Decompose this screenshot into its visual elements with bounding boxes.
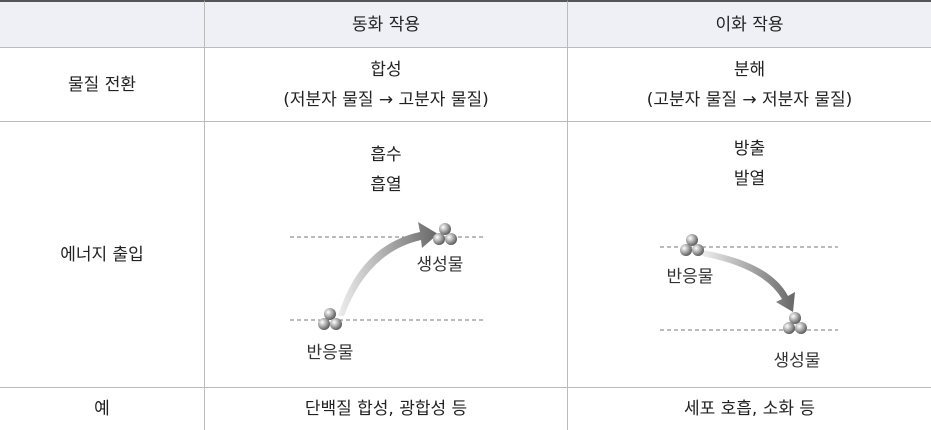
diagram-anabolic: 생성물 반응물 — [290, 222, 483, 363]
cell-text: (저분자 물질 → 고분자 물질) — [283, 89, 489, 110]
cell-text: 흡열 — [370, 175, 402, 195]
arrow — [702, 250, 795, 312]
header-text: 이화 작용 — [715, 14, 784, 35]
row-label: 물질 전환 — [0, 48, 205, 122]
label-text: 예 — [94, 399, 110, 419]
cell-text: 세포 호흡, 소화 등 — [683, 399, 816, 419]
molecule — [680, 234, 704, 256]
molecule — [783, 312, 807, 334]
cell: 분해 (고분자 물질 → 저분자 물질) — [568, 48, 931, 122]
cell: 단백질 합성, 광합성 등 — [205, 388, 568, 430]
diagram-label: 생성물 — [417, 255, 464, 275]
label-text: 물질 전환 — [68, 74, 136, 95]
molecule — [318, 308, 342, 330]
label-text: 에너지 출입 — [60, 244, 144, 265]
arrow — [338, 222, 438, 316]
cell-text: 흡수 — [370, 145, 402, 165]
column-header: 동화 작용 — [205, 0, 568, 48]
cell: 합성 (저분자 물질 → 고분자 물질) — [205, 48, 568, 122]
diagram-label: 생성물 — [774, 351, 821, 371]
cell-text: 발열 — [733, 169, 766, 189]
molecule — [433, 223, 457, 245]
column-header: 이화 작용 — [568, 0, 931, 48]
corner-cell — [0, 0, 205, 48]
cell-text: (고분자 물질 → 저분자 물질) — [646, 89, 853, 110]
cell-text: 분해 — [733, 59, 766, 80]
cell-text: 방출 — [733, 139, 766, 159]
header-text: 동화 작용 — [352, 14, 420, 35]
cell-text: 합성 — [370, 59, 402, 80]
row-label: 예 — [0, 388, 205, 430]
cell: 세포 호흡, 소화 등 — [568, 388, 931, 430]
diagram-label: 반응물 — [667, 267, 714, 287]
diagram-catabolic: 반응물 생성물 — [660, 234, 838, 371]
row-label: 에너지 출입 — [0, 122, 205, 388]
diagram-label: 반응물 — [307, 343, 354, 363]
cell-text: 단백질 합성, 광합성 등 — [304, 399, 468, 419]
